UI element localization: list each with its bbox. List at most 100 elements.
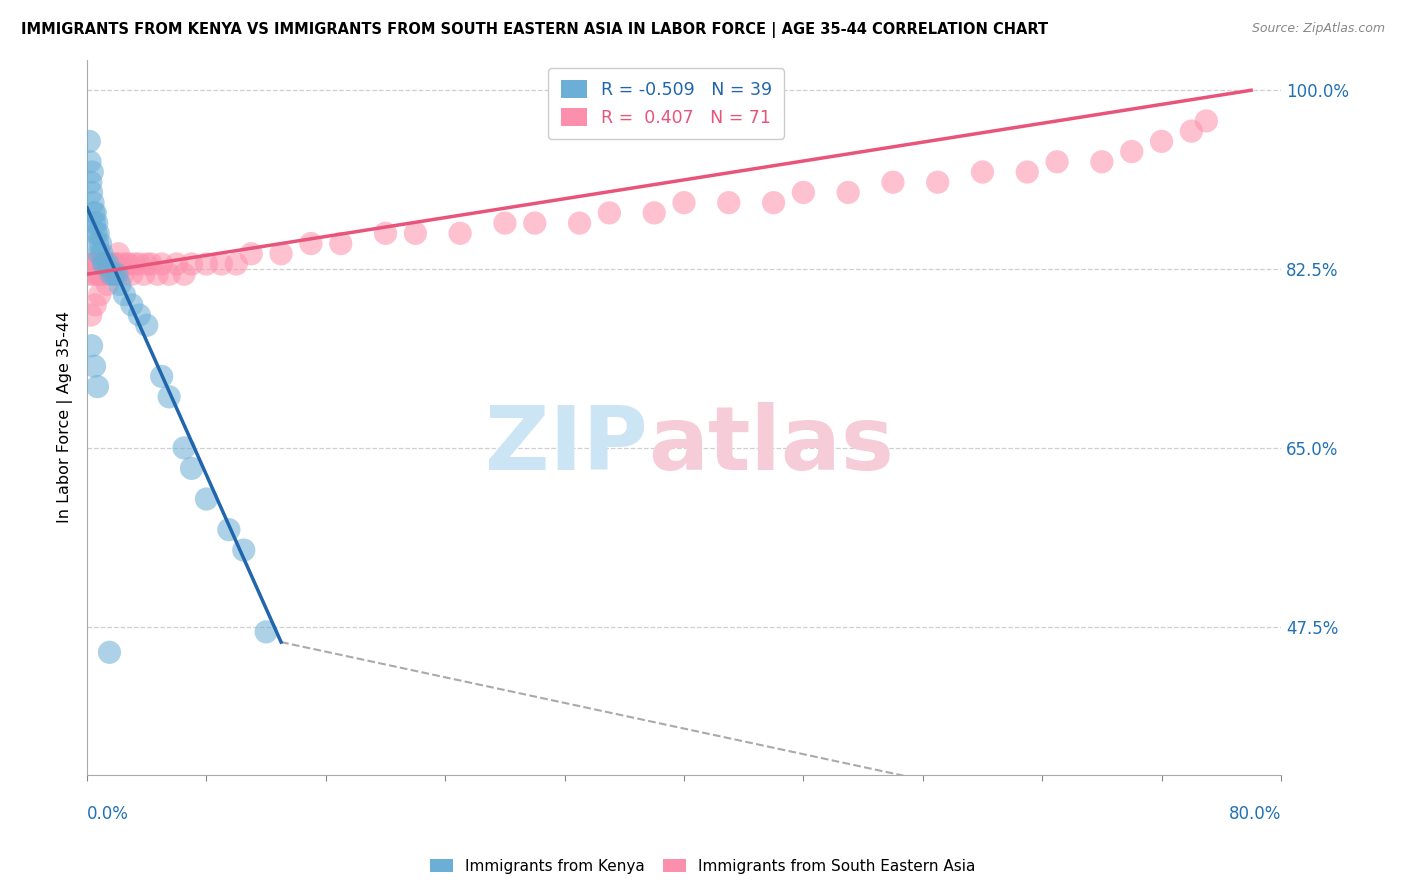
Point xyxy=(105,267,128,281)
Point xyxy=(1046,154,1069,169)
Point xyxy=(101,257,124,271)
Point xyxy=(195,491,218,506)
Point xyxy=(146,267,169,281)
Point xyxy=(100,267,122,281)
Point xyxy=(93,257,115,271)
Point xyxy=(121,267,143,281)
Point xyxy=(79,267,101,281)
Point xyxy=(80,308,103,322)
Point xyxy=(180,257,202,271)
Point xyxy=(79,257,101,271)
Point xyxy=(83,257,105,271)
Point xyxy=(86,257,108,271)
Y-axis label: In Labor Force | Age 35-44: In Labor Force | Age 35-44 xyxy=(58,311,73,524)
Point xyxy=(329,236,352,251)
Point xyxy=(103,267,125,281)
Point xyxy=(93,267,115,281)
Point xyxy=(299,236,322,251)
Point xyxy=(157,390,180,404)
Point xyxy=(141,257,163,271)
Point xyxy=(494,216,516,230)
Point xyxy=(100,267,122,281)
Text: 80.0%: 80.0% xyxy=(1229,805,1281,823)
Point xyxy=(1195,114,1218,128)
Text: ZIP: ZIP xyxy=(485,402,648,490)
Point xyxy=(927,175,949,189)
Point xyxy=(173,441,195,455)
Point xyxy=(89,267,111,281)
Text: 0.0%: 0.0% xyxy=(87,805,129,823)
Point xyxy=(762,195,785,210)
Point xyxy=(108,277,131,292)
Point xyxy=(96,257,118,271)
Point xyxy=(128,308,150,322)
Point xyxy=(132,267,155,281)
Point xyxy=(107,246,129,260)
Point xyxy=(84,267,107,281)
Point xyxy=(96,277,118,292)
Point xyxy=(404,227,426,241)
Point xyxy=(1150,134,1173,148)
Point xyxy=(84,206,107,220)
Point xyxy=(83,359,105,374)
Point xyxy=(91,246,114,260)
Point xyxy=(568,216,591,230)
Point xyxy=(80,257,103,271)
Point xyxy=(1091,154,1114,169)
Point xyxy=(449,227,471,241)
Point xyxy=(173,267,195,281)
Point xyxy=(792,186,814,200)
Point xyxy=(87,267,110,281)
Point xyxy=(86,236,108,251)
Point xyxy=(1017,165,1039,179)
Point xyxy=(121,298,143,312)
Point xyxy=(225,257,247,271)
Point xyxy=(254,624,277,639)
Point xyxy=(837,186,859,200)
Point xyxy=(1121,145,1143,159)
Point xyxy=(83,216,105,230)
Point xyxy=(374,227,396,241)
Point xyxy=(94,257,117,271)
Point xyxy=(232,543,254,558)
Point xyxy=(240,246,263,260)
Point xyxy=(523,216,546,230)
Point xyxy=(87,227,110,241)
Point xyxy=(209,257,232,271)
Point xyxy=(128,257,150,271)
Point xyxy=(112,287,135,301)
Point xyxy=(166,257,188,271)
Point xyxy=(105,267,128,281)
Point xyxy=(79,134,101,148)
Text: atlas: atlas xyxy=(648,402,894,490)
Point xyxy=(97,257,120,271)
Point xyxy=(89,236,111,251)
Point xyxy=(103,257,125,271)
Point xyxy=(80,339,103,353)
Point xyxy=(82,165,104,179)
Point xyxy=(150,369,173,384)
Point xyxy=(643,206,665,220)
Point xyxy=(87,246,110,260)
Point xyxy=(84,227,107,241)
Point xyxy=(157,267,180,281)
Point xyxy=(672,195,695,210)
Point xyxy=(598,206,620,220)
Point xyxy=(108,257,131,271)
Point xyxy=(86,216,108,230)
Legend: Immigrants from Kenya, Immigrants from South Eastern Asia: Immigrants from Kenya, Immigrants from S… xyxy=(425,853,981,880)
Point xyxy=(135,318,157,333)
Point xyxy=(270,246,292,260)
Point xyxy=(972,165,994,179)
Point xyxy=(83,206,105,220)
Point xyxy=(98,645,121,659)
Legend: R = -0.509   N = 39, R =  0.407   N = 71: R = -0.509 N = 39, R = 0.407 N = 71 xyxy=(548,69,783,139)
Point xyxy=(97,257,120,271)
Point xyxy=(94,267,117,281)
Point xyxy=(195,257,218,271)
Point xyxy=(111,267,134,281)
Text: Source: ZipAtlas.com: Source: ZipAtlas.com xyxy=(1251,22,1385,36)
Point xyxy=(98,267,121,281)
Point xyxy=(717,195,740,210)
Point xyxy=(84,298,107,312)
